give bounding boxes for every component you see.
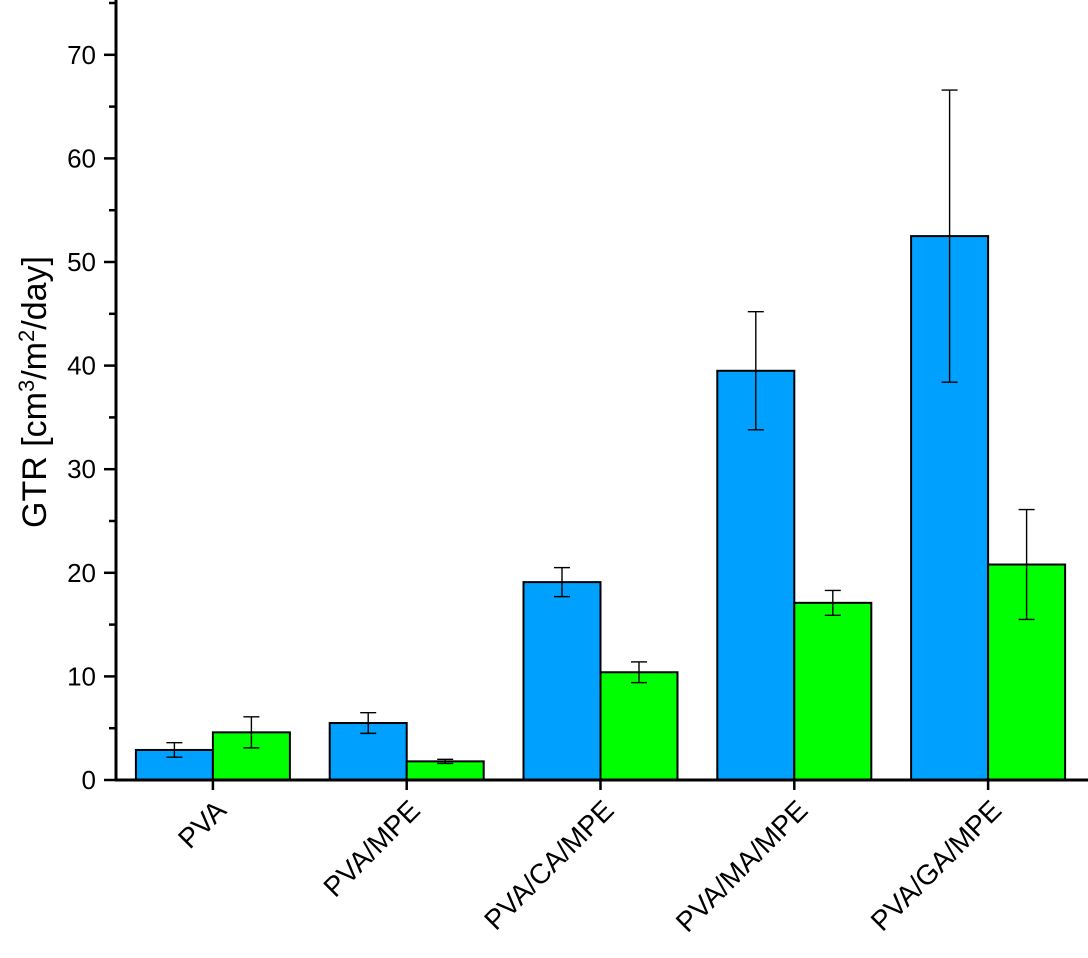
x-category-label-1: PVA xyxy=(172,794,232,854)
y-tick-label-40: 40 xyxy=(67,351,96,381)
bar-1-3 xyxy=(522,581,602,782)
y-tick-label-0: 0 xyxy=(82,765,96,795)
bar-2-3 xyxy=(599,671,679,781)
x-category-label-5: PVA/GA/MPE xyxy=(865,794,1008,937)
y-tick-label-50: 50 xyxy=(67,247,96,277)
bar-2-2 xyxy=(405,760,485,781)
x-category-label-3: PVA/CA/MPE xyxy=(478,794,619,935)
bars-layer xyxy=(134,89,1067,782)
x-category-label-2: PVA/MPE xyxy=(317,794,425,902)
y-axis-label: GTR [cm3/m2/day] xyxy=(14,256,54,528)
axes-layer xyxy=(104,0,1088,790)
y-tick-label-30: 30 xyxy=(67,454,96,484)
x-category-label-4: PVA/MA/MPE xyxy=(670,794,814,938)
y-tick-label-10: 10 xyxy=(67,661,96,691)
y-tick-label-60: 60 xyxy=(67,143,96,173)
bar-2-4 xyxy=(793,601,873,781)
labels-layer: 0 10 20 30 40 50 60 70 PVA PVA/MPE PVA/CA/MPE PVA/M… xyxy=(67,40,1007,938)
y-tick-label-20: 20 xyxy=(67,558,96,588)
y-tick-label-70: 70 xyxy=(67,40,96,70)
bar-1-4 xyxy=(716,369,796,781)
